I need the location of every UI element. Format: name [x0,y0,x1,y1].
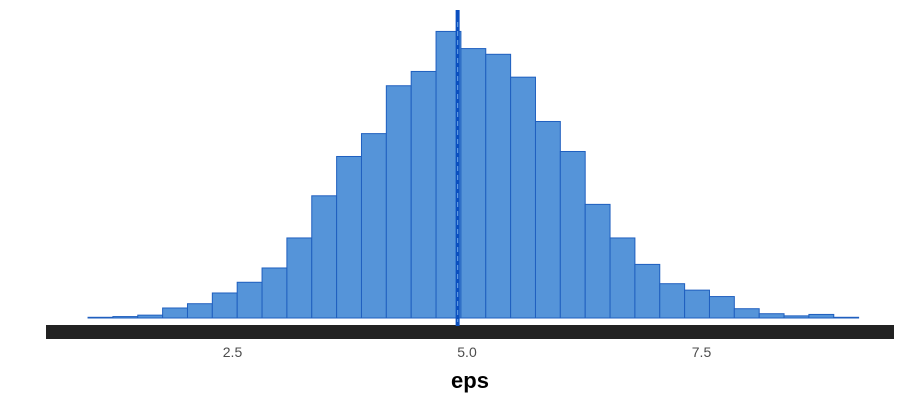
histogram-bar [609,237,636,319]
histogram-bar [162,307,188,319]
histogram-bar [634,263,661,319]
histogram-bar [808,313,835,319]
histogram-bar [360,133,387,319]
histogram-bar [211,292,238,319]
histogram-bar [733,308,760,319]
histogram-bar [559,150,586,319]
histogram-bar [385,85,412,319]
histogram-bar [758,313,785,319]
histogram-bar [236,281,263,319]
histogram-bar [410,70,437,319]
histogram-bar [261,267,288,319]
histogram-bar [311,195,338,319]
x-tick-label: 7.5 [692,344,712,360]
histogram-bar [584,203,611,319]
x-tick-label: 2.5 [223,344,243,360]
bars-group [87,30,860,319]
histogram-bar [336,155,362,319]
histogram-bar [708,296,735,319]
histogram-bar [534,120,561,319]
x-axis-ticks: 2.5 5.0 7.5 [223,344,712,360]
histogram-bar [659,283,686,319]
histogram-bar [510,76,536,319]
x-tick-label: 5.0 [457,344,477,360]
histogram-bar [684,289,710,319]
histogram-bar [460,48,487,319]
histogram-bar [485,53,512,319]
histogram-bar [186,303,213,319]
histogram-bar [286,237,313,319]
x-axis-title: eps [451,368,489,393]
x-axis-bar [46,325,894,339]
